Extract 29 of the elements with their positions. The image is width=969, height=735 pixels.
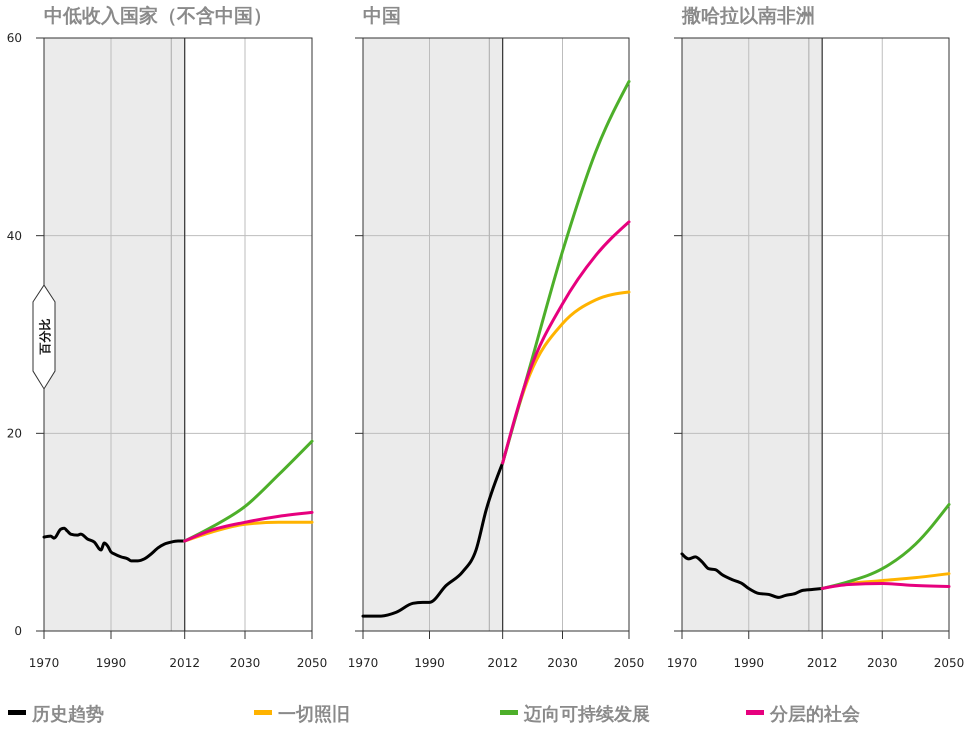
legend-label: 迈向可持续发展: [523, 704, 650, 725]
x-tick-label: 1970: [348, 656, 378, 670]
x-tick-label: 2012: [169, 656, 200, 670]
x-tick-label: 1990: [414, 656, 445, 670]
line-series: [42, 526, 186, 562]
x-tick-label: 2050: [614, 656, 644, 670]
y-tick-label: 40: [6, 228, 22, 243]
legend-label: 分层的社会: [769, 704, 861, 725]
x-tick-label: 1990: [733, 656, 764, 670]
y-tick-label: 0: [14, 624, 22, 638]
x-tick-label: 2030: [230, 656, 260, 670]
x-tick-label: 2050: [296, 656, 328, 670]
x-tick-label: 1970: [666, 656, 698, 670]
chart-title: 中国: [363, 5, 401, 27]
y-tick-label: 20: [6, 426, 22, 441]
line-series: [183, 510, 314, 543]
x-tick-label: 2030: [547, 656, 578, 670]
legend-label: 一切照旧: [278, 704, 350, 725]
y-tick-label: 60: [6, 31, 22, 46]
x-tick-label: 1970: [28, 656, 60, 670]
chart-title: 撒哈拉以南非洲: [681, 5, 815, 27]
x-tick-label: 2012: [487, 656, 518, 670]
x-tick-label: 1990: [96, 656, 126, 670]
x-tick-label: 2012: [806, 656, 838, 670]
x-tick-label: 2050: [934, 656, 964, 670]
chart-title: 中低收入国家（不含中国）: [44, 5, 272, 27]
y-axis-title: 百分比: [38, 318, 52, 356]
x-tick-label: 2030: [866, 656, 898, 670]
legend-label: 历史趋势: [31, 704, 104, 725]
